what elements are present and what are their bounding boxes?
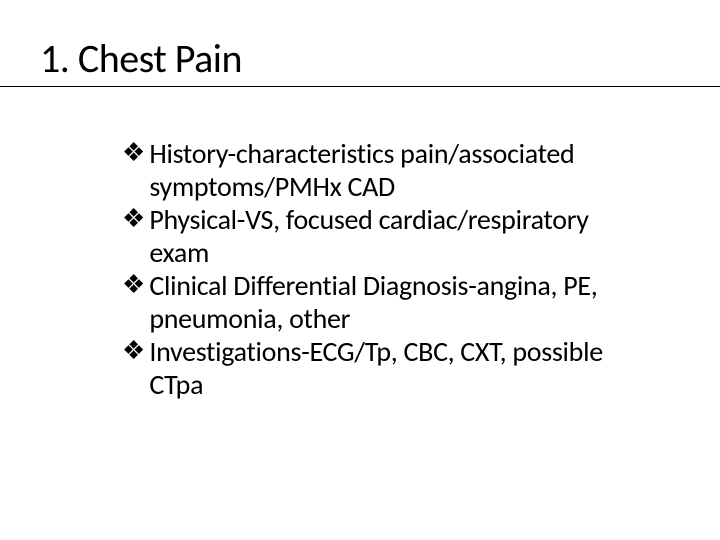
diamond-bullet-icon: ❖: [122, 137, 145, 168]
list-item: ❖ Investigations-ECG/Tp, CBC, CXT, possi…: [122, 335, 642, 401]
list-item: ❖ Clinical Differential Diagnosis-angina…: [122, 269, 642, 335]
diamond-bullet-icon: ❖: [122, 269, 145, 300]
slide-title: 1. Chest Pain: [40, 34, 680, 83]
diamond-bullet-icon: ❖: [122, 335, 145, 366]
list-item-text: Clinical Differential Diagnosis-angina, …: [149, 269, 642, 335]
title-underline: [0, 86, 720, 87]
list-item-text: Investigations-ECG/Tp, CBC, CXT, possibl…: [149, 335, 642, 401]
content-area: ❖ History-characteristics pain/associate…: [122, 137, 642, 401]
slide-container: 1. Chest Pain ❖ History-characteristics …: [0, 0, 720, 540]
list-item-text: Physical-VS, focused cardiac/respiratory…: [149, 203, 642, 269]
diamond-bullet-icon: ❖: [122, 203, 145, 234]
list-item-text: History-characteristics pain/associated …: [149, 137, 642, 203]
list-item: ❖ History-characteristics pain/associate…: [122, 137, 642, 203]
list-item: ❖ Physical-VS, focused cardiac/respirato…: [122, 203, 642, 269]
